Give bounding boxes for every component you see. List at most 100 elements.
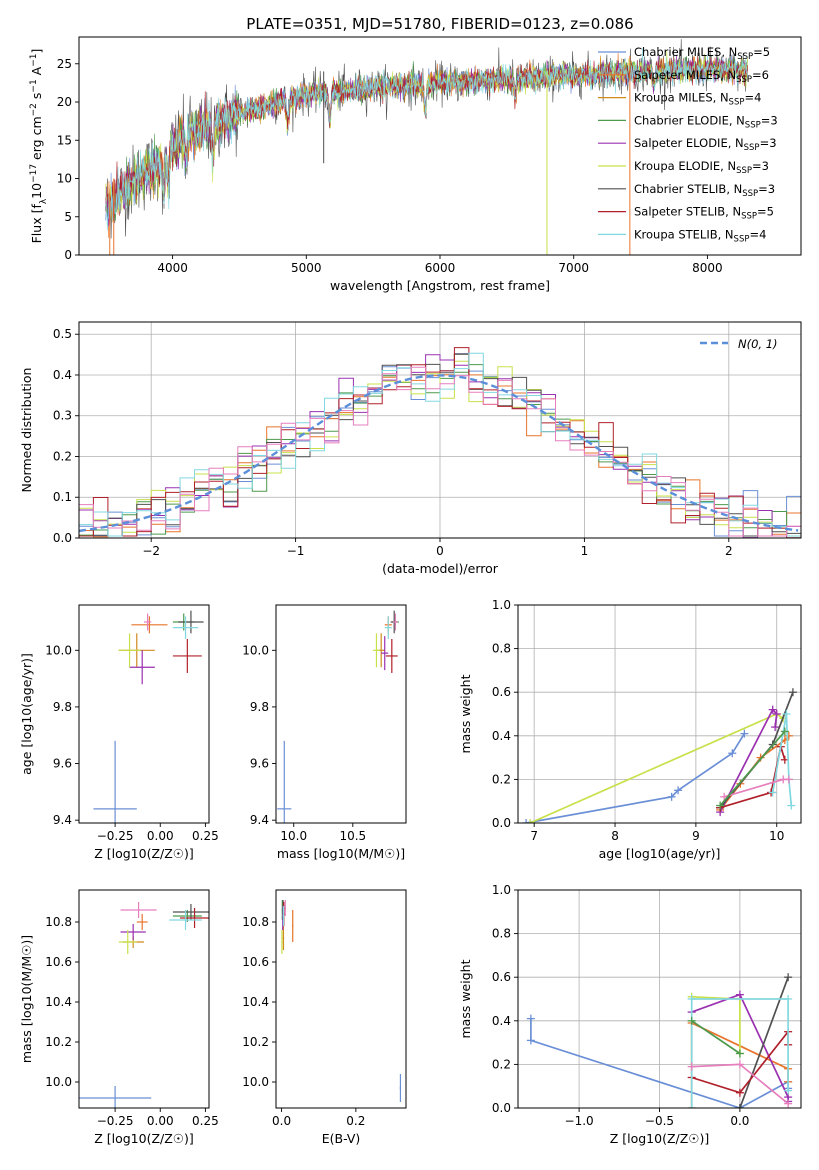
age_vs_Z-ytick-label: 9.8 — [53, 700, 72, 714]
massweight_vs_age-marker — [522, 819, 531, 823]
residuals-ylabel: Normed distribution — [19, 368, 34, 493]
massweight_vs_Z-ytick-label: 0.2 — [492, 1057, 511, 1071]
massweight_vs_age-border — [517, 604, 802, 824]
spectrum-legend: Chabrier MILES, NSSP=5 Salpeter MILES, NS… — [598, 45, 778, 244]
mass_vs_EBV-border — [275, 889, 407, 1109]
mass_vs_EBV-point-8 — [282, 906, 285, 926]
mass_vs_EBV-point-9 — [284, 900, 287, 916]
age_vs_Z-border — [78, 604, 210, 824]
massweight_vs_age-marker — [788, 688, 797, 697]
massweight_vs_Z-marker — [526, 1036, 535, 1045]
massweight_vs_Z-ytick-label: 0.0 — [492, 1101, 511, 1115]
massweight_vs_age-frame: 7 8 9 10 0.0 0.2 0.4 0.6 0.8 1.0 age [log10(age/yr… — [458, 598, 802, 861]
residuals-histograms — [79, 347, 801, 538]
massweight_vs_Z-marker — [784, 995, 793, 1003]
residuals-xtick-label: −1 — [287, 544, 305, 558]
mass_vs_Z-point-5 — [118, 930, 137, 954]
age_vs_Z-points — [93, 610, 204, 823]
massweight_vs_age-marker — [782, 710, 791, 718]
massweight_vs_Z-ytick-label: 0.6 — [492, 970, 511, 984]
massweight_vs_age-axes — [518, 604, 801, 824]
massweight_vs_Z-marker — [687, 1104, 696, 1108]
mass_vs_Z-ylabel: mass [log10(M/M☉)] — [19, 935, 34, 1063]
age_vs_Z-xtick-label: 0.00 — [147, 829, 174, 843]
residuals-ytick-label: 0.4 — [53, 368, 72, 382]
age_vs_Z-xtick-label: 0.25 — [192, 829, 219, 843]
mass_vs_EBV-ytick-label: 10.2 — [242, 1035, 269, 1049]
mass_vs_Z-point-4 — [120, 924, 146, 940]
residuals-hist-9 — [79, 366, 801, 537]
massweight_vs_Z-marker — [784, 1086, 793, 1095]
age_vs_mass-point-0 — [277, 740, 292, 823]
age_vs_mass-frame: 10.0 10.5 9.4 9.6 9.8 10.0 mass [log10(M/M☉)] — [242, 604, 407, 861]
legend-entry-4: Salpeter ELODIE, NSSP=3 — [634, 136, 777, 153]
age_vs_mass-point-8 — [384, 616, 392, 639]
massweight_vs_Z-frame: −1.0 −0.5 0.0 0.0 0.2 0.4 0.6 0.8 1.0 Z [log10(Z/… — [458, 883, 802, 1146]
age_vs_mass-ytick-label: 9.4 — [250, 813, 269, 827]
massweight_vs_Z-marker — [784, 1099, 793, 1108]
mass_vs_Z-point-0 — [79, 1086, 152, 1108]
age_vs_Z-ytick-label: 9.4 — [53, 813, 72, 827]
residuals-xtick-label: 1 — [581, 544, 589, 558]
mass_vs_Z-ytick-label: 10.0 — [45, 1075, 72, 1089]
age_vs_Z-point-7 — [172, 638, 202, 673]
massweight_vs_age-marker — [728, 749, 737, 758]
spectrum-ytick-label: 5 — [64, 210, 72, 224]
spectrum-xtick-label: 6000 — [425, 261, 456, 275]
mass_vs_EBV-points — [281, 900, 402, 1102]
massweight_vs_age-marker — [740, 729, 749, 738]
mass_vs_Z-point-6 — [172, 904, 209, 920]
residuals-ytick-label: 0.5 — [53, 327, 72, 341]
age_vs_mass-xlabel: mass [log10(M/M☉)] — [277, 846, 405, 861]
massweight_vs_age-marker — [674, 786, 683, 795]
spectrum-ytick-label: 20 — [57, 95, 72, 109]
massweight_vs_age-marker — [784, 775, 793, 784]
age_vs_mass-points — [277, 610, 399, 823]
massweight_vs_age-ylabel: mass weight — [458, 674, 473, 753]
mass_vs_Z-xtick-label: −0.25 — [97, 1114, 134, 1128]
residuals-xlabel: (data-model)/error — [382, 561, 499, 576]
age_vs_mass-xtick-label: 10.0 — [280, 829, 307, 843]
mass_vs_Z-xtick-label: 0.25 — [192, 1114, 219, 1128]
age_vs_Z-xtick-label: −0.25 — [97, 829, 134, 843]
spectrum-ylabel: Flux [fλ10−17 erg cm−2 s−1 A−1] — [29, 49, 49, 244]
massweight_vs_age-xtick-label: 9 — [692, 829, 700, 843]
residuals-hist-7 — [79, 347, 801, 538]
massweight_vs_Z-marker — [735, 1088, 744, 1097]
age_vs_Z-xlabel: Z [log10(Z/Z☉)] — [94, 846, 194, 861]
spectrum-ytick-label: 15 — [57, 133, 72, 147]
massweight_vs_Z-marker — [687, 1016, 696, 1025]
mass_vs_Z-point-1 — [136, 914, 148, 930]
age_vs_mass-ytick-label: 9.8 — [250, 700, 269, 714]
massweight_vs_age-series-2 — [529, 713, 784, 823]
massweight_vs_Z-marker — [687, 995, 696, 1003]
massweight_vs_age-marker — [771, 723, 780, 732]
age_vs_Z-frame: −0.25 0.00 0.25 9.4 9.6 9.8 10.0 Z [log10(Z/Z☉)… — [19, 604, 219, 861]
massweight_vs_Z-ytick-label: 1.0 — [492, 883, 511, 897]
age_vs_Z-ytick-label: 10.0 — [45, 643, 72, 657]
residuals-frame: −2 −1 0 1 2 0.0 0.1 0.2 0.3 0.4 0.5 (data-model)/er… — [19, 321, 802, 576]
mass_vs_Z-ytick-label: 10.2 — [45, 1035, 72, 1049]
massweight_vs_Z-marker — [687, 1062, 696, 1071]
spectrum-xlabel: wavelength [Angstrom, rest frame] — [330, 278, 550, 293]
massweight_vs_Z-ylabel: mass weight — [458, 959, 473, 1038]
massweight_vs_age-series-3 — [719, 708, 778, 813]
residuals-ytick-label: 0.0 — [53, 531, 72, 545]
massweight_vs_Z-series-4 — [739, 976, 789, 1108]
massweight_vs_age-ytick-label: 0.6 — [492, 685, 511, 699]
mass_vs_Z-points — [79, 902, 209, 1108]
age_vs_Z-point-0 — [93, 740, 137, 823]
massweight_vs_Z-marker — [784, 973, 793, 982]
massweight_vs_Z-xlabel: Z [log10(Z/Z☉)] — [610, 1131, 710, 1146]
age_vs_Z-point-9 — [144, 613, 152, 631]
age_vs_mass-point-4 — [381, 636, 389, 671]
mass_vs_EBV-ytick-label: 10.6 — [242, 955, 269, 969]
mass_vs_EBV-xtick-label: 0.2 — [346, 1114, 365, 1128]
age_vs_Z-point-1 — [131, 616, 168, 634]
spectrum-series-8 — [105, 47, 748, 231]
residuals-ytick-label: 0.2 — [53, 449, 72, 463]
massweight_vs_age-marker — [526, 819, 535, 823]
massweight_vs_age-marker — [667, 792, 676, 801]
massweight_vs_age-series-8 — [719, 730, 786, 807]
